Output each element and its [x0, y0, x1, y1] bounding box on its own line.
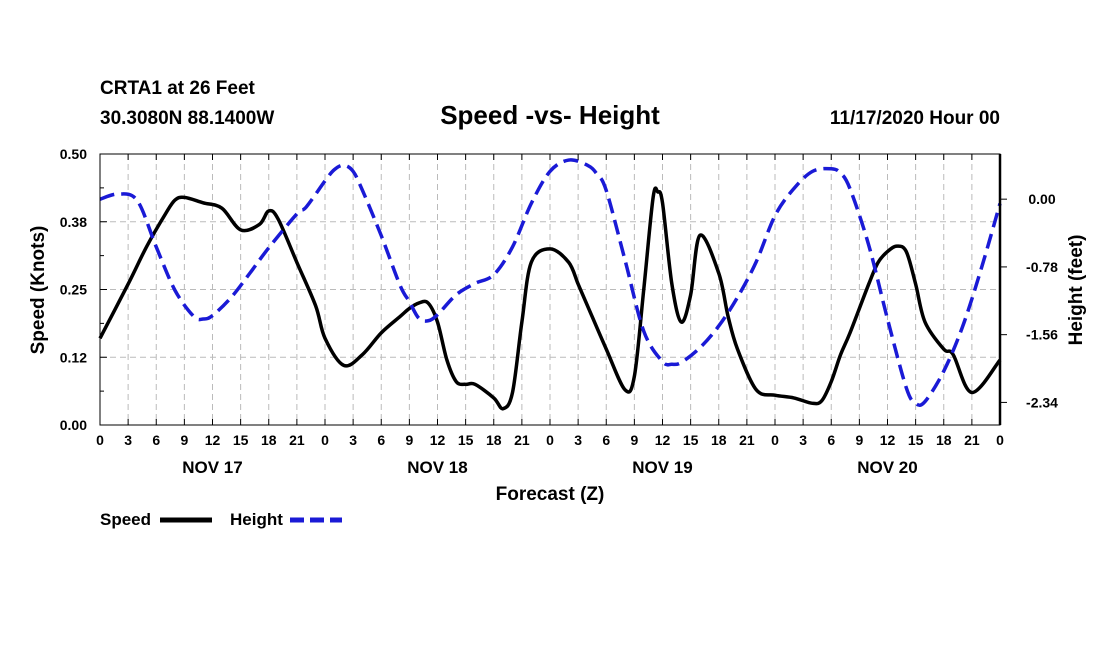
x-tick-label: 3 [124, 432, 132, 448]
chart-title: Speed -vs- Height [440, 100, 660, 130]
x-tick-label: 18 [261, 432, 277, 448]
x-tick-label: 21 [514, 432, 530, 448]
x-tick-label: 15 [458, 432, 474, 448]
x-day-label: NOV 20 [857, 458, 917, 477]
timestamp-label: 11/17/2020 Hour 00 [830, 108, 1000, 129]
coordinates-label: 30.3080N 88.1400W [100, 108, 274, 129]
x-tick-label: 6 [602, 432, 610, 448]
x-tick-label: 15 [683, 432, 699, 448]
x-tick-label: 15 [908, 432, 924, 448]
y-tick-label: 0.38 [60, 214, 87, 230]
x-tick-label: 0 [546, 432, 554, 448]
x-tick-label: 21 [739, 432, 755, 448]
x-tick-label: 18 [486, 432, 502, 448]
legend-height-label: Height [230, 510, 283, 529]
x-tick-label: 9 [180, 432, 188, 448]
y-axis-title: Speed (Knots) [28, 226, 49, 355]
x-tick-label: 9 [405, 432, 413, 448]
x-day-label: NOV 19 [632, 458, 692, 477]
x-tick-label: 21 [964, 432, 980, 448]
station-label: CRTA1 at 26 Feet [100, 78, 256, 99]
legend-speed-label: Speed [100, 510, 151, 529]
x-tick-label: 15 [233, 432, 249, 448]
x-tick-label: 3 [349, 432, 357, 448]
x-tick-label: 12 [880, 432, 896, 448]
x-day-label: NOV 18 [407, 458, 467, 477]
y2-tick-label: -2.34 [1026, 394, 1058, 410]
axes: 0 3 6 9 12 15 18 21 0 3 6 9 12 15 18 21 0 3 6 9 12 15 18 21 0 3 6 9… [60, 146, 1058, 477]
y-tick-label: 0.25 [60, 282, 87, 298]
x-tick-label: 12 [430, 432, 446, 448]
x-tick-label: 6 [827, 432, 835, 448]
x-tick-label: 18 [711, 432, 727, 448]
x-tick-label: 18 [936, 432, 952, 448]
height-series-line [99, 158, 1002, 408]
x-tick-label: 9 [630, 432, 638, 448]
speed-series-line [98, 186, 1002, 411]
x-tick-label: 0 [96, 432, 104, 448]
series-lines [98, 158, 1002, 411]
x-tick-label: 9 [855, 432, 863, 448]
x-tick-label: 6 [152, 432, 160, 448]
x-tick-label: 6 [377, 432, 385, 448]
x-tick-label: 12 [655, 432, 671, 448]
legend: Speed Height [100, 510, 342, 529]
y-tick-label: 0.00 [60, 417, 87, 433]
x-tick-label: 3 [574, 432, 582, 448]
x-axis-title: Forecast (Z) [496, 484, 605, 505]
x-tick-label: 0 [771, 432, 779, 448]
y-tick-label: 0.12 [60, 349, 87, 365]
x-tick-label: 12 [205, 432, 221, 448]
x-tick-label: 21 [289, 432, 305, 448]
x-tick-label: 0 [996, 432, 1004, 448]
y2-tick-label: -0.78 [1026, 259, 1058, 275]
x-day-label: NOV 17 [182, 458, 242, 477]
y2-tick-label: 0.00 [1028, 191, 1055, 207]
x-tick-label: 0 [321, 432, 329, 448]
y-tick-label: 0.50 [60, 146, 87, 162]
y2-axis-title: Height (feet) [1066, 235, 1087, 346]
y2-tick-label: -1.56 [1026, 327, 1058, 343]
x-tick-label: 3 [799, 432, 807, 448]
